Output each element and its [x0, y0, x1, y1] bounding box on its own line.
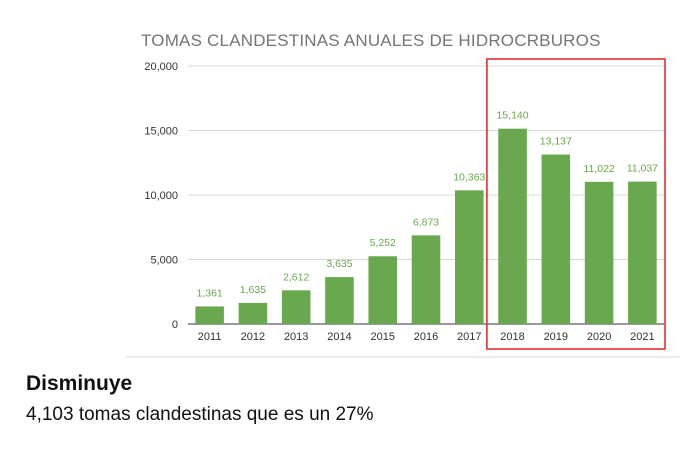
data-label-2018: 15,140	[496, 110, 528, 122]
bar-2013	[281, 290, 311, 324]
y-axis: 0 5,000 10,000 15,000 20,000	[144, 61, 178, 331]
data-label-2013: 2,612	[283, 271, 309, 283]
data-label-2017: 10,363	[453, 171, 485, 183]
bar-2016	[411, 235, 441, 324]
bar-chart: TOMAS CLANDESTINAS ANUALES DE HIDROCRBUR…	[126, 31, 680, 358]
gridlines	[126, 65, 680, 358]
x-tick-label-2019: 2019	[544, 331, 568, 343]
highlight-box	[486, 58, 666, 350]
bar-2017	[454, 190, 484, 324]
x-tick-label-2014: 2014	[327, 331, 351, 343]
bar-2021	[628, 181, 657, 324]
y-tick-label: 15,000	[144, 126, 178, 138]
data-label-2016: 6,873	[413, 216, 439, 228]
y-tick-label: 5,000	[150, 255, 178, 267]
bar-2018	[498, 128, 527, 324]
data-label-2015: 5,252	[370, 237, 396, 249]
data-label-2014: 3,635	[326, 258, 352, 270]
caption-title: Disminuye	[26, 372, 133, 395]
x-tick-label-2017: 2017	[457, 331, 481, 343]
x-tick-label-2013: 2013	[284, 331, 308, 343]
x-tick-label-2021: 2021	[630, 331, 654, 343]
y-tick-label: 0	[172, 319, 178, 331]
bar-2011	[195, 306, 224, 324]
bar-2014	[325, 277, 354, 324]
x-tick-label-2015: 2015	[370, 331, 394, 343]
x-tick-label-2016: 2016	[414, 331, 438, 343]
data-label-2011: 1,361	[196, 287, 222, 299]
bar-2015	[368, 256, 398, 324]
x-tick-label-2020: 2020	[587, 331, 611, 343]
caption-text: 4,103 tomas clandestinas que es un 27%	[26, 404, 374, 425]
highlight-overlay	[486, 58, 666, 350]
y-tick-label: 20,000	[144, 61, 178, 73]
y-tick-label: 10,000	[144, 190, 178, 202]
data-label-2019: 13,137	[540, 136, 572, 148]
chart-title: TOMAS CLANDESTINAS ANUALES DE HIDROCRBUR…	[141, 31, 601, 50]
bar-2012	[238, 302, 268, 324]
x-tick-label-2012: 2012	[241, 331, 265, 343]
x-tick-label-2018: 2018	[500, 331, 524, 343]
data-label-2020: 11,022	[583, 163, 614, 175]
data-labels: 1,361 1,635 2,612 3,635 5,252 6,873 10,363 15,1…	[196, 110, 658, 300]
data-label-2012: 1,635	[240, 284, 266, 296]
bar-2020	[584, 181, 614, 324]
bars	[195, 128, 657, 324]
bar-2019	[541, 154, 571, 324]
x-tick-label-2011: 2011	[198, 331, 222, 343]
data-label-2021: 11,037	[627, 163, 658, 175]
x-axis: 2011 2012 2013 2014 2015 2016 2017 2018 2019 2020…	[198, 331, 655, 343]
